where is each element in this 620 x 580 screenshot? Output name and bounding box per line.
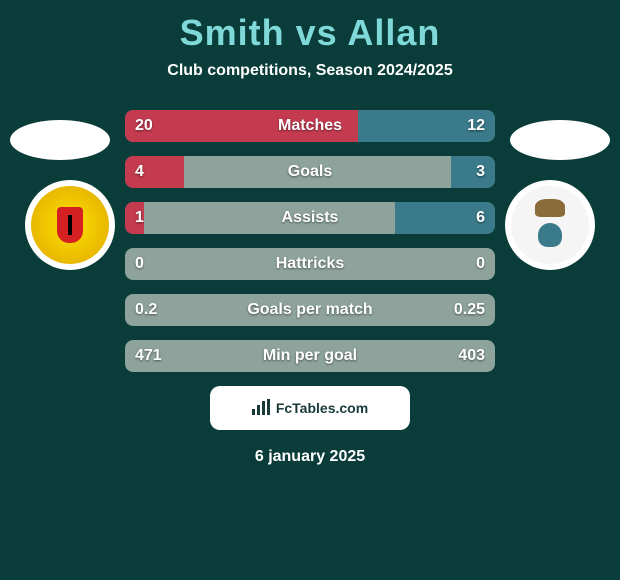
stat-label: Hattricks <box>125 248 495 280</box>
left-badge-inner <box>31 186 109 264</box>
stat-row: 4Goals3 <box>125 156 495 188</box>
stat-value-right: 3 <box>476 156 485 188</box>
page-subtitle: Club competitions, Season 2024/2025 <box>0 62 620 80</box>
stat-row: 471Min per goal403 <box>125 340 495 372</box>
stat-value-right: 0 <box>476 248 485 280</box>
stat-label: Min per goal <box>125 340 495 372</box>
stat-label: Goals per match <box>125 294 495 326</box>
right-player-oval <box>510 120 610 160</box>
brand-chart-icon <box>252 399 270 418</box>
left-badge-shield-icon <box>57 207 83 243</box>
thistle-icon <box>538 223 562 247</box>
stat-row: 0.2Goals per match0.25 <box>125 294 495 326</box>
stat-label: Assists <box>125 202 495 234</box>
stat-label: Matches <box>125 110 495 142</box>
bird-icon <box>535 199 565 217</box>
stat-label: Goals <box>125 156 495 188</box>
stat-value-right: 0.25 <box>454 294 485 326</box>
content-area: 20Matches12 4Goals3 1Assists6 0Hattricks0 0.… <box>0 110 620 466</box>
stat-value-right: 6 <box>476 202 485 234</box>
date-label: 6 january 2025 <box>0 448 620 466</box>
right-badge-inner <box>511 186 589 264</box>
stat-row: 20Matches12 <box>125 110 495 142</box>
stat-row: 1Assists6 <box>125 202 495 234</box>
stat-value-right: 403 <box>458 340 485 372</box>
page-title: Smith vs Allan <box>0 0 620 54</box>
brand-pill: FcTables.com <box>210 386 410 430</box>
stats-container: 20Matches12 4Goals3 1Assists6 0Hattricks0 0.… <box>125 110 495 372</box>
left-player-oval <box>10 120 110 160</box>
brand-text: FcTables.com <box>276 400 368 416</box>
stat-row: 0Hattricks0 <box>125 248 495 280</box>
right-team-badge <box>505 180 595 270</box>
stat-value-right: 12 <box>467 110 485 142</box>
right-badge-crest <box>520 195 580 255</box>
left-team-badge <box>25 180 115 270</box>
